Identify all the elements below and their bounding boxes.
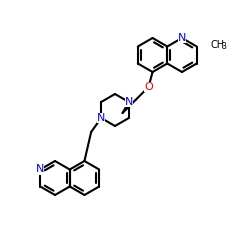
Text: N: N — [97, 113, 105, 123]
Text: N: N — [36, 164, 44, 174]
Text: CH: CH — [211, 40, 225, 50]
Text: 3: 3 — [222, 42, 226, 51]
Text: N: N — [125, 97, 133, 107]
Text: O: O — [144, 82, 153, 92]
Text: N: N — [178, 33, 186, 43]
